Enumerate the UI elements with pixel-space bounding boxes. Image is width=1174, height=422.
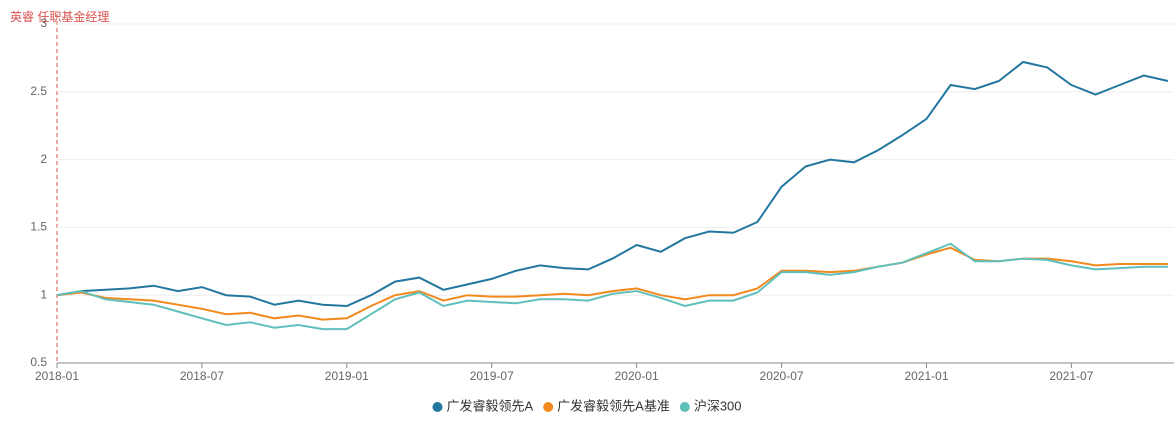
x-tick-label: 2019-07 bbox=[470, 369, 514, 383]
y-tick-label: 1.5 bbox=[30, 220, 47, 234]
x-tick-label: 2020-07 bbox=[760, 369, 804, 383]
y-tick-label: 1 bbox=[40, 287, 47, 301]
legend-label: 广发睿毅领先A bbox=[446, 398, 533, 413]
legend-marker bbox=[432, 402, 443, 412]
annotation: 英睿 任职基金经理 bbox=[10, 9, 109, 24]
legend-marker bbox=[679, 402, 690, 412]
y-tick-label: 3 bbox=[40, 16, 47, 30]
legend-label: 沪深300 bbox=[694, 398, 742, 413]
legend-label: 广发睿毅领先A基准 bbox=[557, 398, 670, 413]
y-tick-label: 2 bbox=[40, 152, 47, 166]
legend-marker bbox=[543, 402, 554, 412]
x-tick-label: 2018-01 bbox=[35, 369, 79, 383]
series-line bbox=[56, 60, 1169, 308]
legend: 广发睿毅领先A 广发睿毅领先A基准 沪深300 bbox=[432, 398, 742, 413]
x-tick-label: 2021-01 bbox=[904, 369, 948, 383]
x-tick-label: 2018-07 bbox=[180, 369, 224, 383]
x-tick-label: 2020-01 bbox=[615, 369, 659, 383]
x-tick-label: 2019-01 bbox=[325, 369, 369, 383]
y-tick-label: 0.5 bbox=[30, 355, 47, 369]
series-line bbox=[56, 242, 1168, 331]
x-tick-label: 2021-07 bbox=[1049, 369, 1093, 383]
y-tick-label: 2.5 bbox=[30, 84, 47, 98]
